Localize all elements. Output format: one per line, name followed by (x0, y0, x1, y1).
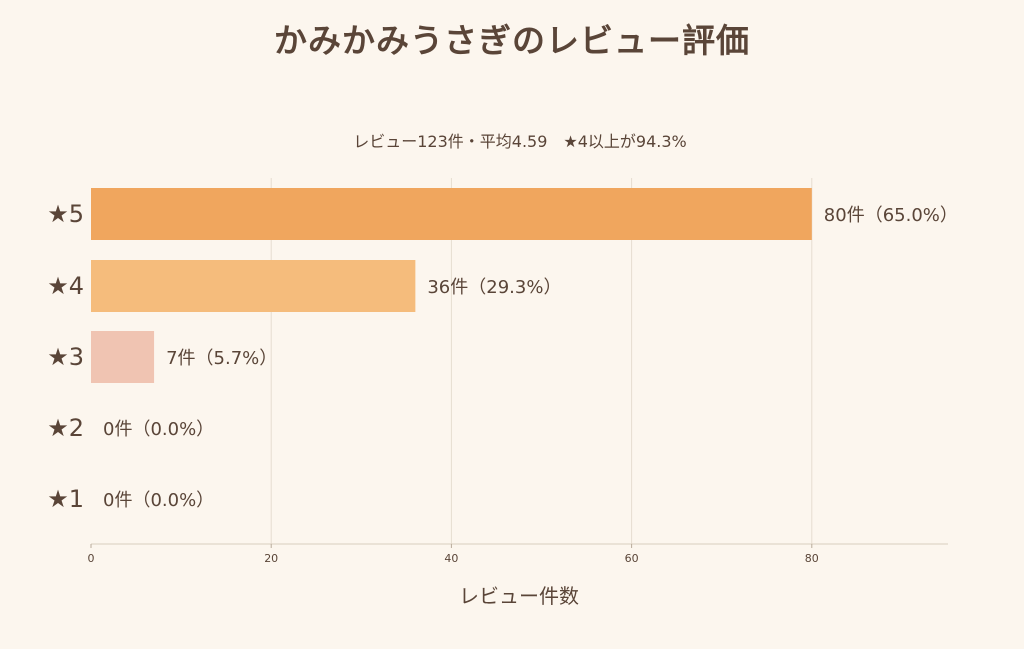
data-label: 80件（65.0%） (824, 205, 958, 226)
category-label: ★1 (47, 485, 84, 513)
x-axis: 0 20 40 60 80 (88, 543, 948, 565)
data-label: 36件（29.3%） (427, 277, 561, 298)
chart-subtitle: レビュー123件・平均4.59 ★4以上が94.3% (353, 132, 687, 151)
x-tick-label: 60 (625, 552, 639, 565)
bar (91, 331, 155, 383)
category-label: ★3 (47, 343, 84, 371)
bar (91, 188, 812, 240)
chart-title: かみかみうさぎのレビュー評価 (274, 21, 750, 60)
category-label: ★5 (47, 200, 84, 228)
x-tick-label: 20 (264, 552, 278, 565)
x-axis-label: レビュー件数 (459, 584, 579, 608)
category-label: ★2 (47, 414, 84, 442)
data-label: 0件（0.0%） (103, 419, 214, 440)
data-label: 0件（0.0%） (103, 490, 214, 511)
bars: ★5 80件（65.0%） ★4 36件（29.3%） ★3 7件（5.7%） ★2 0件（0… (47, 188, 958, 513)
data-label: 7件（5.7%） (166, 348, 277, 369)
bar (91, 260, 416, 312)
x-tick-label: 0 (88, 552, 95, 565)
x-tick-label: 40 (444, 552, 458, 565)
x-tick-label: 80 (805, 552, 819, 565)
category-label: ★4 (47, 272, 84, 300)
